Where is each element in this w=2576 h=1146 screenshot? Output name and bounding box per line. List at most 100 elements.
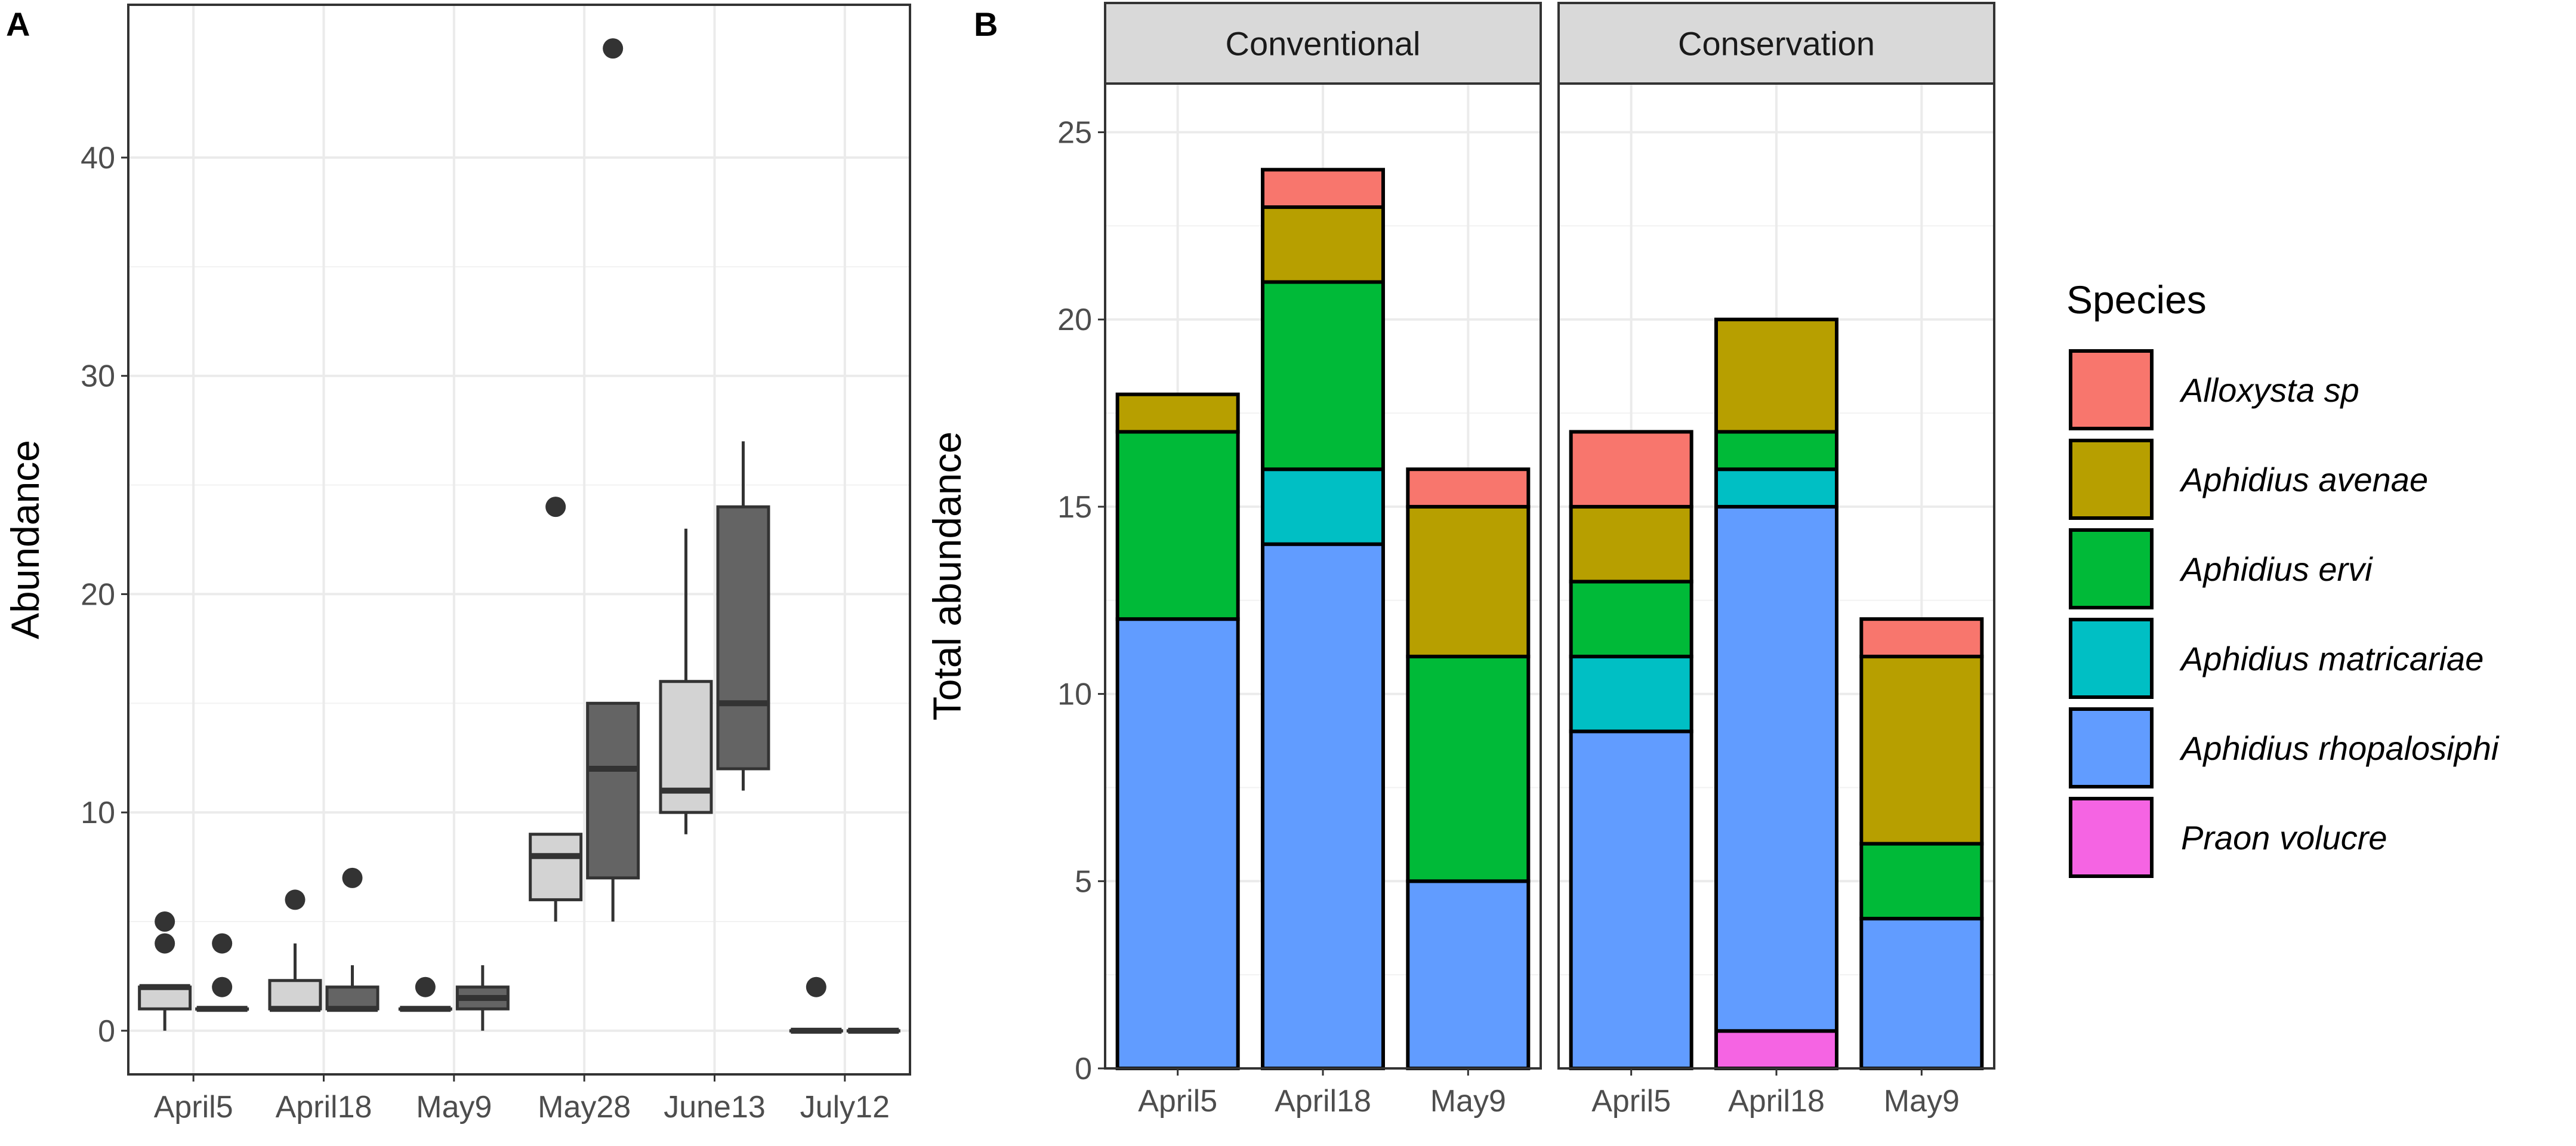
bar-segment-alloxysta-sp-april5	[1569, 430, 1693, 509]
x-tick-label: April5	[154, 1090, 233, 1125]
bar-segment-alloxysta-sp-april18	[1261, 168, 1385, 210]
box-body	[325, 985, 380, 1011]
y-axis-title: Abundance	[3, 440, 47, 639]
bar-segment-alloxysta-sp-may9	[1859, 617, 1984, 658]
panel-a-border	[127, 4, 911, 1076]
bar-segment-aphidius-matricariae-april18	[1261, 467, 1385, 546]
legend-key	[2069, 618, 2154, 699]
y-tick-label: 20	[1057, 303, 1092, 337]
legend-key	[2069, 528, 2154, 609]
y-tick-label: 5	[1075, 864, 1092, 899]
bar-segment-aphidius-rhopalosiphi-april5	[1115, 617, 1240, 1070]
facet-strip	[1557, 2, 1995, 85]
panel-a-boxplot: 0 10 20 30 40 April5 April18 May9 May28 June13 Jul…	[3, 4, 911, 1125]
legend-item-aphidius-rhopalosiphi: Aphidius rhopalosiphi	[2069, 707, 2500, 788]
legend-key	[2069, 439, 2154, 520]
bar-segment-aphidius-rhopalosiphi-may9	[1859, 917, 1984, 1071]
legend-item-aphidius-matricariae: Aphidius matricariae	[2069, 618, 2484, 699]
species-legend: Species Alloxysta sp Aphidius avenae Aphidi…	[2066, 278, 2500, 878]
box-body	[716, 505, 770, 771]
outlier-point	[155, 911, 175, 932]
bar-segment-alloxysta-sp-may9	[1406, 467, 1531, 509]
y-tick-label: 40	[81, 141, 115, 175]
box-body	[529, 833, 583, 901]
panel-label-a: A	[6, 5, 30, 43]
bar-segment-aphidius-avenae-april5	[1569, 504, 1693, 584]
y-tick-label: 20	[81, 577, 115, 612]
outlier-point	[806, 976, 826, 997]
y-tick-label: 10	[1057, 677, 1092, 712]
bar-segment-aphidius-ervi-may9	[1859, 842, 1984, 921]
facet-strip	[1104, 2, 1542, 85]
bar-segment-aphidius-matricariae-april5	[1569, 654, 1693, 734]
box-april5-dark	[195, 933, 249, 1012]
x-tick-label: April5	[1591, 1084, 1671, 1119]
legend-item-alloxysta-sp: Alloxysta sp	[2069, 349, 2359, 430]
bar-segment-praon-volucre-april18	[1714, 1029, 1838, 1070]
legend-item-aphidius-avenae: Aphidius avenae	[2069, 439, 2428, 520]
bar-segment-aphidius-matricariae-april18	[1714, 467, 1838, 509]
bar-segment-aphidius-avenae-april18	[1714, 318, 1838, 434]
outlier-point	[155, 933, 175, 954]
y-tick-label: 30	[81, 359, 115, 394]
bar-segment-aphidius-rhopalosiphi-april18	[1261, 542, 1385, 1070]
outlier-point	[603, 38, 624, 59]
x-tick-label: May9	[416, 1090, 492, 1125]
legend-label: Praon volucre	[2181, 819, 2387, 857]
x-tick-label: April18	[1275, 1084, 1371, 1119]
y-axis-title: Total abundance	[925, 432, 969, 720]
bar-segment-aphidius-avenae-may9	[1859, 654, 1984, 846]
outlier-point	[545, 497, 566, 517]
legend-label: Aphidius ervi	[2179, 550, 2373, 588]
legend-item-aphidius-ervi: Aphidius ervi	[2069, 528, 2373, 609]
legend-item-praon-volucre: Praon volucre	[2069, 797, 2387, 878]
bar-segment-aphidius-avenae-april18	[1261, 205, 1385, 284]
legend-key	[2069, 349, 2154, 430]
bar-segment-aphidius-avenae-april5	[1115, 392, 1240, 434]
outlier-point	[212, 933, 233, 954]
facet-strip-label: Conventional	[1226, 25, 1421, 63]
y-tick-label: 25	[1057, 116, 1092, 150]
x-tick-label: June13	[664, 1090, 766, 1125]
box-body	[586, 701, 640, 880]
legend-key	[2069, 797, 2154, 878]
x-tick-label: July12	[800, 1090, 890, 1125]
x-tick-label: May9	[1884, 1084, 1960, 1119]
bar-segment-aphidius-ervi-april5	[1115, 430, 1240, 621]
box-july12-light	[789, 976, 843, 1034]
legend-label: Aphidius matricariae	[2179, 640, 2484, 677]
panel-b-stacked-bars: 0 5 10 15 20 25 Total abundance Conventional Apr…	[925, 2, 1995, 1119]
x-tick-label: April18	[276, 1090, 372, 1125]
legend-label: Alloxysta sp	[2179, 371, 2359, 409]
outlier-point	[285, 889, 306, 910]
legend-label: Aphidius avenae	[2179, 461, 2428, 498]
y-tick-label: 0	[1075, 1052, 1092, 1086]
y-tick-label: 15	[1057, 490, 1092, 525]
box-may9-dark	[455, 965, 510, 1031]
legend-key	[2069, 707, 2154, 788]
bar-segment-aphidius-rhopalosiphi-april18	[1714, 504, 1838, 1033]
legend-label: Aphidius rhopalosiphi	[2179, 729, 2500, 767]
bar-segment-aphidius-ervi-may9	[1406, 654, 1531, 883]
y-tick-label: 0	[98, 1014, 115, 1049]
bar-segment-aphidius-ervi-april18	[1714, 430, 1838, 472]
box-april18-dark	[325, 867, 380, 1012]
box-may9-light	[398, 976, 452, 1012]
facet-border	[1104, 82, 1542, 1070]
panel-label-b: B	[974, 5, 998, 43]
outlier-point	[212, 976, 233, 997]
x-tick-label: April5	[1138, 1084, 1217, 1119]
bar-segment-aphidius-rhopalosiphi-may9	[1406, 879, 1531, 1070]
box-april18-light	[268, 889, 322, 1012]
x-tick-label: May28	[538, 1090, 631, 1125]
box-june13-light	[659, 528, 713, 834]
box-may28-dark	[586, 38, 640, 922]
facet-border	[1557, 82, 1995, 1070]
legend-title: Species	[2066, 278, 2207, 322]
bar-segment-aphidius-rhopalosiphi-april5	[1569, 729, 1693, 1070]
outlier-point	[415, 976, 436, 997]
bar-segment-aphidius-avenae-may9	[1406, 504, 1531, 658]
bar-segment-aphidius-ervi-april18	[1261, 280, 1385, 472]
box-may28-light	[529, 497, 583, 922]
